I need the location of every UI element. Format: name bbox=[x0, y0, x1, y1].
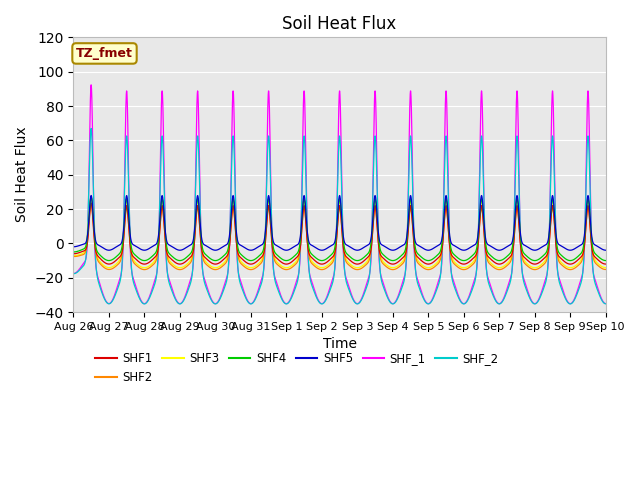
SHF5 bbox=[493, 247, 500, 252]
SHF4 bbox=[602, 258, 609, 264]
SHF4 bbox=[493, 257, 500, 263]
SHF2 bbox=[87, 201, 95, 207]
SHF2 bbox=[493, 266, 500, 272]
SHF5 bbox=[385, 246, 392, 252]
Line: SHF_2: SHF_2 bbox=[74, 129, 605, 304]
SHF3 bbox=[408, 204, 415, 209]
Text: TZ_fmet: TZ_fmet bbox=[76, 47, 133, 60]
SHF_1 bbox=[70, 271, 77, 276]
SHF_2 bbox=[70, 271, 77, 276]
SHF_2 bbox=[460, 301, 468, 307]
SHF_1 bbox=[385, 296, 392, 301]
Line: SHF5: SHF5 bbox=[74, 195, 605, 250]
Y-axis label: Soil Heat Flux: Soil Heat Flux bbox=[15, 127, 29, 223]
SHF_1 bbox=[97, 282, 104, 288]
SHF_2 bbox=[87, 126, 95, 132]
Title: Soil Heat Flux: Soil Heat Flux bbox=[282, 15, 397, 33]
SHF4 bbox=[408, 204, 415, 209]
Line: SHF3: SHF3 bbox=[74, 197, 605, 268]
SHF2 bbox=[211, 267, 219, 273]
SHF3 bbox=[493, 264, 500, 270]
SHF_1 bbox=[262, 195, 270, 201]
Legend: SHF1, SHF2, SHF3, SHF4, SHF5, SHF_1, SHF_2: SHF1, SHF2, SHF3, SHF4, SHF5, SHF_1, SHF… bbox=[91, 347, 503, 388]
SHF5 bbox=[602, 247, 609, 253]
SHF1 bbox=[408, 211, 415, 217]
SHF4 bbox=[70, 249, 77, 255]
SHF_1 bbox=[87, 82, 95, 88]
SHF_2 bbox=[465, 297, 472, 302]
SHF1 bbox=[87, 200, 95, 206]
SHF4 bbox=[87, 194, 95, 200]
SHF3 bbox=[602, 265, 609, 271]
SHF2 bbox=[262, 226, 270, 232]
SHF4 bbox=[211, 258, 219, 264]
Line: SHF2: SHF2 bbox=[74, 204, 605, 270]
SHF_2 bbox=[385, 297, 392, 302]
SHF3 bbox=[460, 265, 468, 271]
Line: SHF_1: SHF_1 bbox=[74, 85, 605, 304]
SHF_1 bbox=[602, 300, 609, 306]
SHF1 bbox=[385, 260, 392, 265]
SHF5 bbox=[97, 243, 104, 249]
SHF2 bbox=[602, 266, 609, 272]
SHF_2 bbox=[262, 199, 270, 204]
SHF1 bbox=[262, 228, 270, 233]
SHF3 bbox=[70, 252, 77, 258]
SHF1 bbox=[465, 260, 472, 265]
X-axis label: Time: Time bbox=[323, 337, 356, 351]
Line: SHF1: SHF1 bbox=[74, 203, 605, 264]
SHF1 bbox=[602, 261, 609, 267]
SHF1 bbox=[493, 261, 500, 266]
SHF4 bbox=[97, 252, 104, 258]
SHF_2 bbox=[602, 301, 609, 307]
SHF4 bbox=[385, 256, 392, 262]
SHF1 bbox=[70, 251, 77, 257]
SHF2 bbox=[70, 253, 77, 259]
SHF5 bbox=[464, 246, 472, 252]
SHF4 bbox=[262, 219, 270, 225]
SHF5 bbox=[262, 218, 270, 224]
SHF3 bbox=[385, 264, 392, 269]
SHF5 bbox=[408, 200, 415, 206]
SHF2 bbox=[408, 212, 415, 217]
SHF1 bbox=[97, 256, 104, 262]
SHF3 bbox=[465, 264, 472, 269]
SHF2 bbox=[465, 265, 472, 271]
SHF3 bbox=[262, 219, 270, 225]
SHF3 bbox=[97, 259, 104, 265]
SHF_1 bbox=[465, 295, 472, 301]
SHF5 bbox=[70, 244, 77, 250]
SHF4 bbox=[465, 256, 472, 262]
SHF2 bbox=[385, 265, 392, 271]
SHF_1 bbox=[493, 299, 500, 304]
SHF_2 bbox=[97, 285, 104, 290]
SHF2 bbox=[97, 261, 104, 267]
SHF1 bbox=[211, 261, 219, 267]
SHF3 bbox=[87, 194, 95, 200]
SHF_2 bbox=[408, 151, 415, 157]
SHF_2 bbox=[493, 300, 500, 305]
SHF_1 bbox=[460, 301, 468, 307]
Line: SHF4: SHF4 bbox=[74, 197, 605, 261]
SHF_1 bbox=[408, 121, 415, 127]
SHF5 bbox=[87, 192, 95, 198]
